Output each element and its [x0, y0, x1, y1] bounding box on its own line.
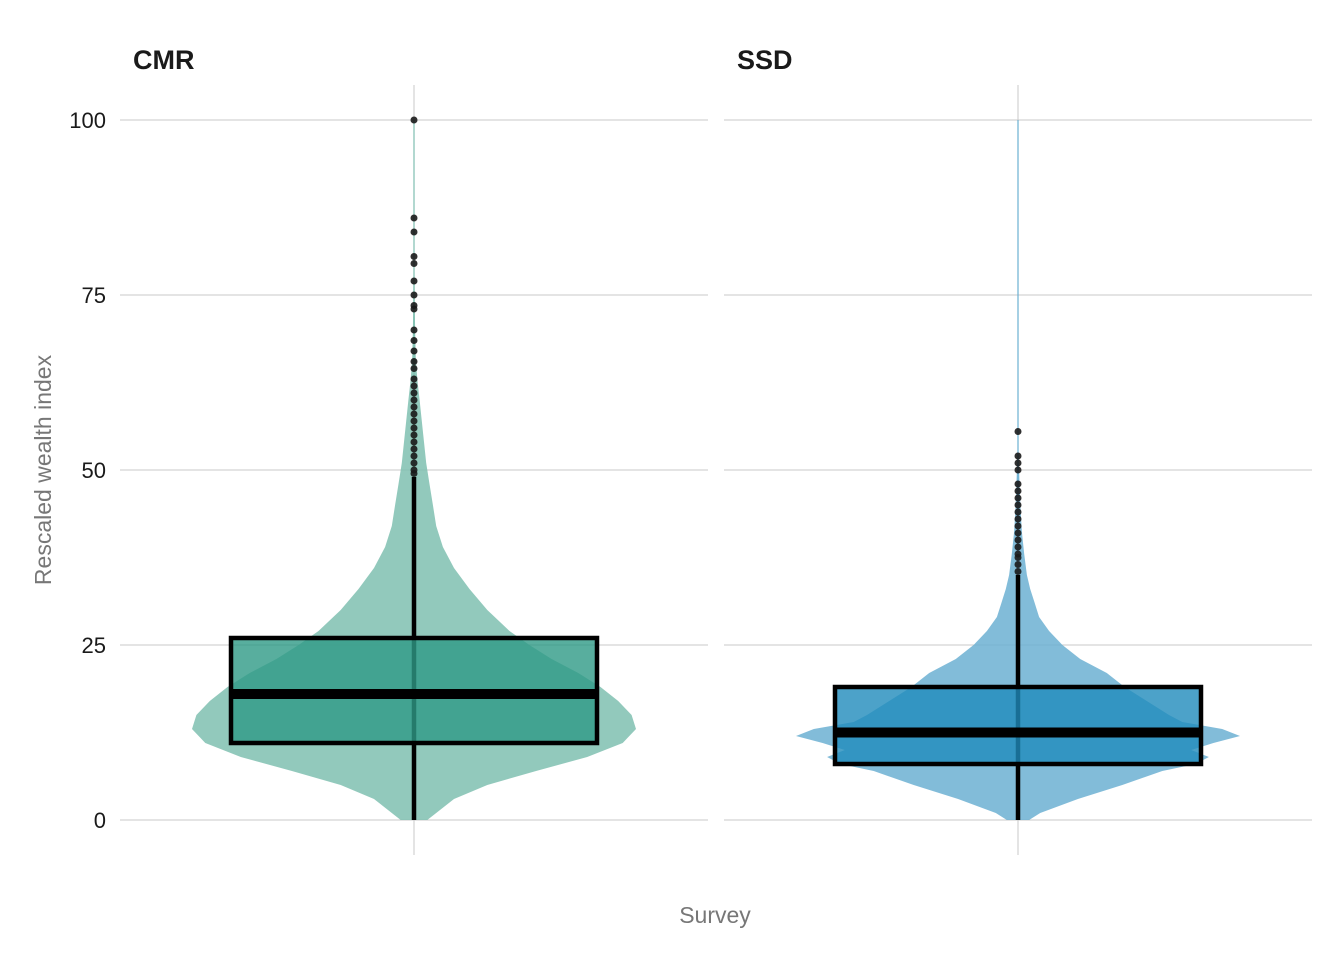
outlier-point [1014, 501, 1022, 509]
outlier-point [410, 253, 418, 260]
y-tick-label: 100 [69, 108, 106, 133]
outlier-point [410, 228, 418, 236]
y-tick-label: 25 [82, 633, 106, 658]
outlier-point [410, 424, 418, 432]
outlier-point [410, 214, 418, 222]
outlier-point [410, 445, 418, 453]
outlier-point [1014, 554, 1022, 561]
outlier-point [410, 438, 418, 446]
facet-title: CMR [133, 45, 195, 75]
outlier-point [1014, 561, 1022, 568]
outlier-point [1014, 522, 1022, 530]
outlier-point [1014, 428, 1022, 435]
outlier-point [410, 260, 418, 267]
outlier-point [1014, 480, 1022, 488]
outlier-point [1014, 487, 1022, 495]
outlier-point [410, 396, 418, 404]
panel-cmr: CMR [120, 45, 708, 855]
outlier-point [410, 358, 418, 365]
y-tick-label: 50 [82, 458, 106, 483]
y-tick-label: 0 [94, 808, 106, 833]
outlier-point [410, 470, 418, 477]
outlier-point [410, 116, 418, 124]
outlier-point [410, 277, 418, 285]
outlier-point [410, 389, 418, 397]
outlier-point [1014, 494, 1022, 502]
outlier-point [410, 431, 418, 439]
outlier-point [410, 375, 418, 383]
outlier-point [1014, 568, 1022, 575]
outlier-point [1014, 536, 1022, 544]
outlier-point [410, 337, 418, 344]
y-axis: 0 25 50 75 100 [69, 108, 106, 833]
outlier-point [410, 305, 418, 313]
outlier-point [1014, 459, 1022, 467]
chart-panels: CMR SSD [120, 45, 1312, 855]
outlier-point [1014, 515, 1022, 523]
outlier-point [410, 459, 418, 467]
facet-title: SSD [737, 45, 793, 75]
y-axis-title: Rescaled wealth index [30, 354, 56, 585]
panel-ssd: SSD [724, 45, 1312, 855]
outlier-point [410, 452, 418, 460]
outlier-point [410, 410, 418, 418]
outlier-point [410, 365, 418, 372]
outlier-point [410, 326, 418, 334]
outlier-point [1014, 452, 1022, 460]
outlier-point [410, 347, 418, 355]
outlier-point [1014, 508, 1022, 516]
outlier-point [410, 403, 418, 411]
box-iqr [832, 684, 1204, 767]
x-axis-title: Survey [679, 902, 751, 928]
y-tick-label: 75 [82, 283, 106, 308]
outlier-point [410, 291, 418, 299]
outlier-point [410, 417, 418, 425]
outlier-point [1014, 466, 1022, 474]
outlier-point [1014, 529, 1022, 537]
outlier-point [1014, 543, 1022, 551]
outlier-point [410, 382, 418, 390]
